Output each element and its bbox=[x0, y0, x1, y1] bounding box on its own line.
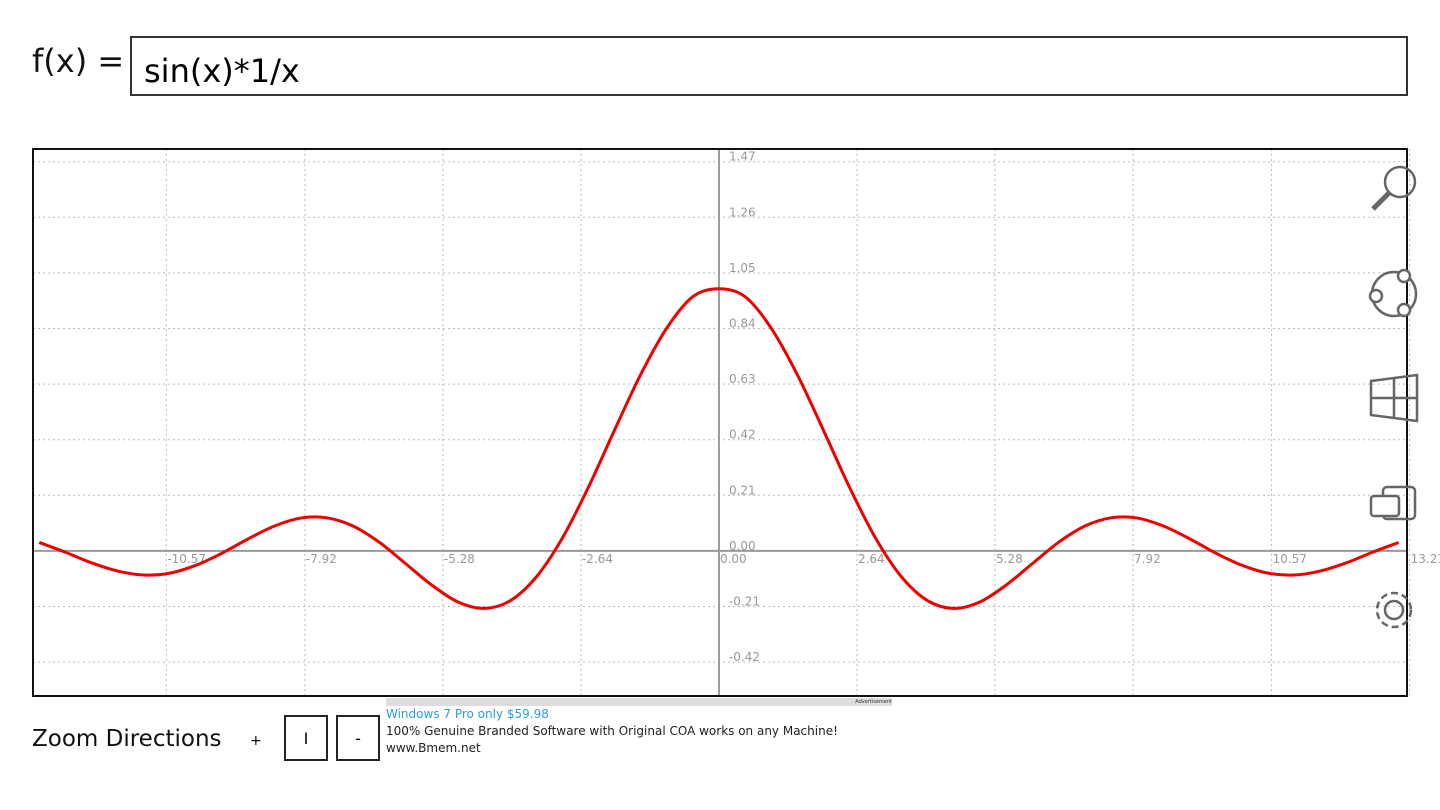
x-tick-label: 2.64 bbox=[858, 552, 885, 566]
zoom-icon[interactable] bbox=[1371, 165, 1417, 211]
zoom-label: Zoom Directions bbox=[32, 726, 222, 752]
y-tick-label: -0.42 bbox=[729, 650, 760, 664]
x-tick-label: -7.92 bbox=[306, 552, 337, 566]
y-tick-label: 1.47 bbox=[729, 150, 756, 164]
x-tick-label: -10.57 bbox=[167, 552, 206, 566]
ad-url[interactable]: www.Bmem.net bbox=[386, 741, 481, 755]
y-tick-label: -0.21 bbox=[729, 595, 760, 609]
expression-input[interactable]: sin(x)*1/x bbox=[130, 36, 1408, 96]
ad-title[interactable]: Windows 7 Pro only $59.98 bbox=[386, 707, 549, 721]
x-tick-label: 10.57 bbox=[1273, 552, 1307, 566]
toolbar-icons bbox=[1368, 165, 1419, 629]
y-tick-label: 0.42 bbox=[729, 428, 756, 442]
zoom-out-button[interactable]: - bbox=[336, 715, 380, 761]
plot-border bbox=[32, 148, 1408, 697]
x-tick-label: 5.28 bbox=[996, 552, 1023, 566]
zoom-in-button[interactable]: I bbox=[284, 715, 328, 761]
settings-icon[interactable] bbox=[1375, 591, 1413, 629]
x-tick-label: 13.21 bbox=[1411, 552, 1440, 566]
y-tick-label: 0.63 bbox=[729, 372, 756, 386]
function-curve bbox=[38, 287, 1400, 610]
y-tick-label: 0.00 bbox=[729, 539, 756, 553]
x-tick-label: -5.28 bbox=[444, 552, 475, 566]
screens-icon[interactable] bbox=[1369, 485, 1417, 521]
zoom-plus[interactable]: + bbox=[250, 733, 262, 749]
y-tick-label: 1.05 bbox=[729, 261, 756, 275]
y-tick-label: 1.26 bbox=[729, 205, 756, 219]
x-tick-label: -2.64 bbox=[582, 552, 613, 566]
share-icon[interactable] bbox=[1368, 268, 1418, 318]
y-tick-label: 0.84 bbox=[729, 317, 756, 331]
function-label: f(x) = bbox=[32, 42, 125, 80]
x-tick-label: 7.92 bbox=[1134, 552, 1161, 566]
y-tick-label: 0.21 bbox=[729, 483, 756, 497]
plot: -10.57 -7.92 -5.28 -2.64 0.00 2.64 5.28 7.92 10.… bbox=[32, 148, 1440, 697]
ad-caption: Advertisement bbox=[386, 698, 892, 706]
ad-text: 100% Genuine Branded Software with Origi… bbox=[386, 724, 838, 738]
windows-icon[interactable] bbox=[1369, 373, 1419, 423]
x-tick-label: 0.00 bbox=[720, 552, 747, 566]
